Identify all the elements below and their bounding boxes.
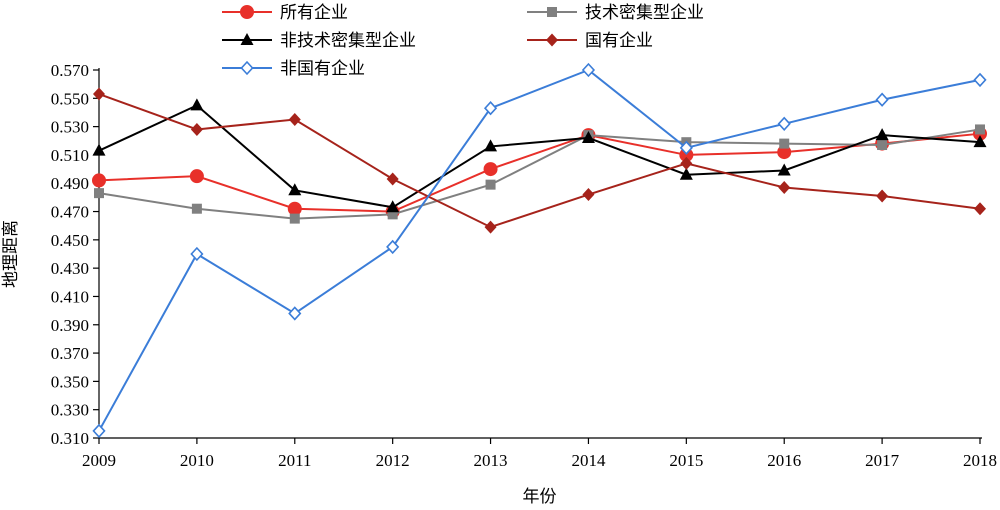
- data-point: [973, 135, 987, 148]
- y-axis-title: 地理距离: [1, 220, 21, 288]
- data-point: [778, 180, 791, 194]
- legend-label: 国有企业: [585, 31, 653, 51]
- x-tick-label: 2009: [82, 451, 116, 470]
- y-tick-label: 0.530: [51, 118, 89, 137]
- series-line: [98, 128, 981, 220]
- legend-label: 技术密集型企业: [585, 3, 704, 23]
- legend-label: 非技术密集型企业: [280, 31, 416, 51]
- data-point: [94, 188, 104, 199]
- x-tick-label: 2016: [767, 451, 801, 470]
- x-tick-label: 2015: [669, 451, 703, 470]
- y-tick-label: 0.330: [51, 401, 89, 420]
- data-point: [93, 87, 105, 101]
- data-point: [92, 173, 106, 188]
- data-point: [190, 122, 203, 136]
- series-group: [92, 62, 987, 439]
- data-point: [777, 163, 791, 176]
- series-4: [93, 87, 986, 234]
- data-point: [974, 202, 986, 216]
- y-tick-label: 0.350: [51, 372, 89, 391]
- series-line: [98, 68, 981, 432]
- legend-item: 非国有企业: [222, 59, 365, 79]
- legend-swatch-marker: [240, 33, 254, 45]
- data-point: [485, 179, 496, 190]
- series-line: [98, 132, 981, 213]
- data-point: [288, 183, 302, 196]
- series-2: [94, 124, 985, 224]
- y-tick-label: 0.550: [51, 89, 89, 108]
- y-ticks: 0.310 0.330 0.350 0.370 0.390 0.410 0.430 0.450…: [51, 61, 99, 448]
- y-tick-label: 0.370: [51, 344, 89, 363]
- y-tick-label: 0.310: [51, 429, 89, 448]
- x-tick-label: 2010: [180, 451, 214, 470]
- y-tick-label: 0.430: [51, 259, 89, 278]
- data-point: [288, 306, 302, 321]
- data-point: [190, 98, 204, 111]
- legend-label: 非国有企业: [280, 59, 365, 79]
- legend-item: 技术密集型企业: [527, 3, 704, 23]
- data-point: [679, 140, 693, 156]
- data-point: [877, 140, 888, 151]
- data-point: [386, 200, 400, 213]
- legend-item: 国有企业: [527, 31, 653, 51]
- y-tick-label: 0.470: [51, 203, 89, 222]
- data-point: [679, 167, 693, 180]
- data-point: [975, 124, 985, 135]
- y-tick-label: 0.390: [51, 316, 89, 335]
- legend-item: 所有企业: [222, 3, 348, 23]
- data-point: [483, 101, 498, 116]
- legend-swatch-marker: [547, 7, 557, 17]
- data-point: [190, 246, 204, 262]
- data-point: [875, 128, 889, 141]
- data-point: [777, 116, 791, 131]
- legend-item: 非技术密集型企业: [222, 31, 416, 51]
- series-line: [98, 93, 981, 229]
- legend-label: 所有企业: [280, 3, 348, 23]
- x-tick-label: 2013: [474, 451, 508, 470]
- data-point: [289, 213, 300, 224]
- series-1: [92, 126, 987, 219]
- data-point: [189, 169, 204, 184]
- x-tick-label: 2011: [278, 451, 311, 470]
- y-tick-label: 0.570: [51, 61, 89, 80]
- data-point: [386, 172, 399, 186]
- data-point: [779, 138, 790, 149]
- y-tick-label: 0.490: [51, 174, 89, 193]
- series-5: [92, 62, 987, 439]
- data-point: [92, 423, 106, 439]
- legend-swatch-marker: [240, 60, 254, 76]
- x-tick-label: 2014: [571, 451, 606, 470]
- legend-swatch-marker: [240, 5, 254, 19]
- y-tick-label: 0.510: [51, 146, 89, 165]
- data-point: [287, 201, 302, 216]
- series-line: [98, 104, 981, 209]
- legend-swatch-marker: [546, 33, 558, 47]
- x-axis-title: 年份: [523, 487, 557, 507]
- data-point: [680, 156, 693, 170]
- y-tick-label: 0.410: [51, 287, 89, 306]
- data-point: [581, 62, 596, 78]
- series-3: [92, 98, 987, 213]
- axes: 0.310 0.330 0.350 0.370 0.390 0.410 0.430 0.450…: [51, 61, 997, 470]
- data-point: [483, 162, 498, 177]
- data-point: [973, 72, 987, 88]
- data-point: [387, 209, 398, 220]
- data-point: [288, 113, 301, 127]
- data-point: [92, 143, 106, 156]
- data-point: [484, 220, 497, 234]
- data-point: [582, 188, 595, 202]
- y-tick-label: 0.450: [51, 231, 89, 250]
- data-point: [876, 189, 889, 203]
- data-point: [191, 203, 202, 214]
- data-point: [581, 130, 595, 143]
- data-point: [875, 92, 889, 107]
- data-point: [386, 239, 400, 255]
- data-point: [484, 139, 498, 152]
- x-tick-label: 2012: [376, 451, 410, 470]
- x-ticks: 2009 2010 2011 2012 2013 2014 2015 2016 2017 2018: [82, 438, 997, 470]
- x-tick-label: 2018: [963, 451, 997, 470]
- x-tick-label: 2017: [865, 451, 900, 470]
